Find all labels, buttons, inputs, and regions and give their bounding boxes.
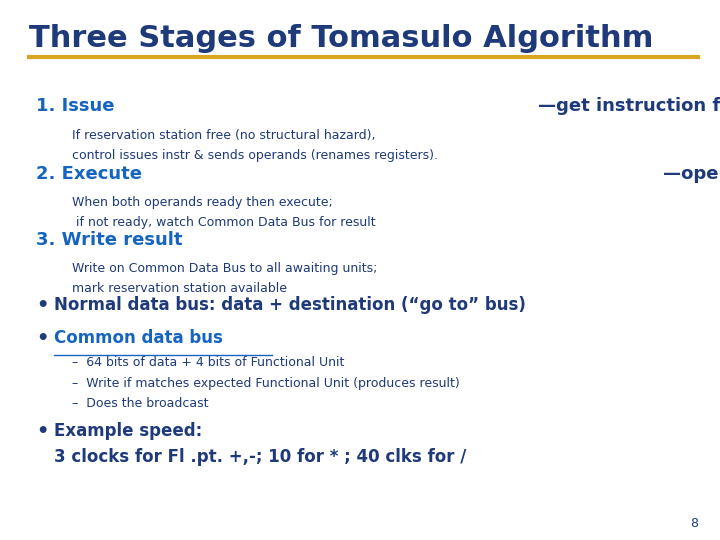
Text: Common data bus: Common data bus [54,329,223,347]
Text: Write on Common Data Bus to all awaiting units;: Write on Common Data Bus to all awaiting… [72,262,377,275]
Text: mark reservation station available: mark reservation station available [72,282,287,295]
Text: 2. Execute: 2. Execute [36,165,142,183]
Text: •: • [36,422,48,441]
Text: 1. Issue: 1. Issue [36,97,114,115]
Text: –  Write if matches expected Functional Unit (produces result): – Write if matches expected Functional U… [72,377,460,390]
Text: –  Does the broadcast: – Does the broadcast [72,397,209,410]
Text: control issues instr & sends operands (renames registers).: control issues instr & sends operands (r… [72,148,438,161]
Text: When both operands ready then execute;: When both operands ready then execute; [72,196,333,209]
Text: —get instruction from FP Op Queue: —get instruction from FP Op Queue [538,97,720,115]
Text: 8: 8 [690,517,698,530]
Text: –  64 bits of data + 4 bits of Functional Unit: – 64 bits of data + 4 bits of Functional… [72,356,348,369]
Text: Example speed:: Example speed: [54,422,202,440]
Text: •: • [36,296,48,315]
Text: 3. Write result: 3. Write result [36,231,182,249]
Text: If reservation station free (no structural hazard),: If reservation station free (no structur… [72,129,376,141]
Text: 3 clocks for Fl .pt. +,-; 10 for * ; 40 clks for /: 3 clocks for Fl .pt. +,-; 10 for * ; 40 … [54,448,467,466]
Text: Three Stages of Tomasulo Algorithm: Three Stages of Tomasulo Algorithm [29,24,653,53]
Text: Normal data bus: data + destination (“go to” bus): Normal data bus: data + destination (“go… [54,296,526,314]
Text: —operate on operands (EX): —operate on operands (EX) [663,165,720,183]
Text: •: • [36,329,48,348]
Text: if not ready, watch Common Data Bus for result: if not ready, watch Common Data Bus for … [72,216,376,229]
